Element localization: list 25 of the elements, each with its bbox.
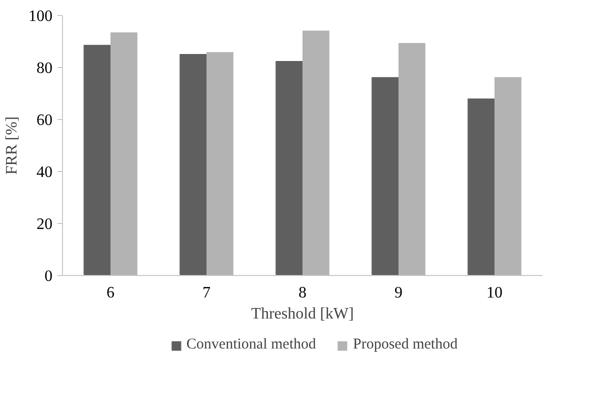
bar (494, 77, 522, 276)
bar (468, 98, 494, 276)
bar (398, 43, 426, 276)
x-tick-label: 6 (106, 284, 114, 302)
x-tick-label: 9 (394, 284, 402, 302)
bar (302, 30, 330, 276)
x-tick-label: 8 (298, 284, 306, 302)
y-axis-title: FRR [%] (4, 116, 20, 175)
y-tick-label: 0 (44, 268, 52, 285)
bar (276, 61, 302, 276)
bar (206, 52, 234, 276)
y-tick-label: 60 (36, 112, 52, 129)
bar (84, 44, 110, 276)
bar (372, 77, 398, 276)
legend-label: Proposed method (353, 336, 458, 354)
x-tick-label: 10 (486, 284, 502, 302)
y-tick-label: 20 (36, 216, 52, 233)
y-tick-label: 80 (36, 60, 52, 77)
legend-label: Conventional method (186, 336, 316, 354)
x-axis-title: Threshold [kW] (251, 306, 354, 322)
y-tick-label: 100 (28, 8, 52, 25)
bar (110, 32, 138, 276)
x-tick-label: 7 (202, 284, 210, 302)
bar (180, 54, 206, 276)
y-tick-label: 40 (36, 164, 52, 181)
